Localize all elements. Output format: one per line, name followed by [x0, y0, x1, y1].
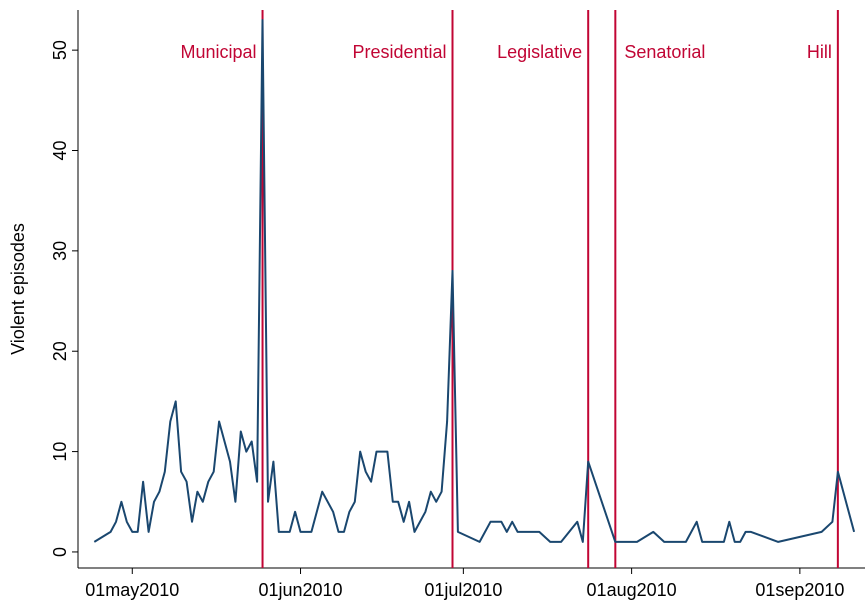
y-tick-label: 20: [50, 341, 70, 361]
event-label: Hill: [807, 42, 832, 62]
data-line: [93, 19, 856, 543]
y-tick-label: 40: [50, 140, 70, 160]
y-tick-label: 0: [50, 547, 70, 557]
x-tick-label: 01sep2010: [755, 580, 844, 600]
x-tick-label: 01jun2010: [258, 580, 342, 600]
y-tick-label: 50: [50, 40, 70, 60]
y-tick-label: 10: [50, 442, 70, 462]
event-label: Senatorial: [624, 42, 705, 62]
x-tick-label: 01jul2010: [424, 580, 502, 600]
event-label: Municipal: [180, 42, 256, 62]
y-tick-label: 30: [50, 241, 70, 261]
y-axis-label: Violent episodes: [8, 223, 28, 355]
event-label: Legislative: [497, 42, 582, 62]
x-tick-label: 01aug2010: [587, 580, 677, 600]
event-label: Presidential: [352, 42, 446, 62]
x-tick-label: 01may2010: [85, 580, 179, 600]
